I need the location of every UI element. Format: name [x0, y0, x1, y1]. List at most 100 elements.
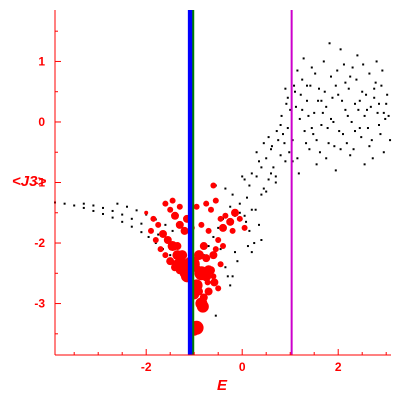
data-point	[210, 278, 219, 287]
data-point	[363, 163, 366, 166]
data-point	[154, 242, 157, 245]
data-point	[368, 145, 371, 148]
data-point	[286, 127, 289, 130]
data-point	[284, 160, 287, 163]
data-point	[229, 205, 232, 208]
data-point	[254, 208, 257, 211]
data-point	[342, 133, 344, 136]
data-point	[140, 222, 143, 225]
data-point	[382, 111, 385, 114]
data-point	[303, 130, 306, 133]
data-point	[337, 93, 340, 96]
data-point	[370, 139, 373, 142]
tick-labels: -2 0 2 1 0 -1 -2 -3	[34, 54, 342, 374]
data-point	[246, 245, 249, 248]
data-point	[204, 287, 213, 296]
data-point	[250, 208, 253, 211]
y-tick-label: 0	[38, 115, 45, 129]
data-point	[307, 114, 310, 117]
data-point	[63, 202, 66, 205]
x-tick-label: 0	[239, 360, 246, 374]
data-point	[219, 223, 227, 232]
data-point	[381, 69, 384, 72]
data-point	[325, 157, 328, 160]
data-point	[360, 136, 363, 139]
data-point	[297, 172, 300, 175]
data-point	[173, 242, 182, 251]
data-point	[236, 215, 243, 222]
vertical-lines	[187, 10, 293, 355]
data-point	[328, 42, 331, 45]
data-point	[373, 87, 376, 90]
data-point	[350, 120, 353, 123]
data-point	[217, 215, 224, 222]
data-point	[344, 81, 347, 84]
black-dot-series	[54, 42, 392, 317]
data-point	[308, 148, 311, 151]
data-point	[379, 133, 382, 136]
data-point	[296, 69, 299, 72]
data-point	[212, 235, 215, 238]
data-point	[299, 93, 302, 96]
data-point	[258, 160, 260, 163]
data-point	[326, 127, 329, 130]
data-point	[253, 242, 256, 245]
data-point	[102, 212, 104, 215]
data-point	[310, 66, 313, 69]
data-point	[176, 203, 183, 210]
data-point	[210, 273, 217, 280]
data-point	[164, 223, 167, 226]
data-point	[347, 87, 350, 90]
data-point	[355, 78, 358, 81]
x-axis-label: E	[217, 377, 228, 394]
data-point	[198, 221, 205, 228]
data-point	[332, 120, 335, 123]
data-point	[175, 220, 184, 229]
y-axis-label: <J3>	[12, 173, 46, 190]
data-point	[280, 114, 283, 117]
data-point	[330, 117, 332, 120]
data-point	[262, 142, 265, 145]
data-point	[374, 81, 377, 84]
data-point	[346, 114, 349, 117]
data-point	[126, 205, 128, 208]
data-point	[339, 148, 342, 151]
data-point	[248, 229, 251, 232]
data-point	[279, 154, 282, 157]
data-point	[162, 200, 169, 207]
data-point	[349, 154, 352, 157]
data-point	[327, 142, 330, 145]
data-point	[389, 139, 392, 142]
data-point	[157, 246, 164, 253]
data-point	[298, 117, 301, 120]
data-point	[243, 178, 246, 181]
data-point	[260, 239, 263, 241]
data-point	[209, 251, 218, 260]
y-tick-label: -2	[34, 236, 45, 250]
data-point	[313, 111, 316, 114]
data-point	[286, 96, 289, 99]
data-point	[212, 197, 219, 204]
data-point	[207, 266, 215, 275]
data-point	[167, 206, 174, 213]
axes	[54, 10, 391, 356]
data-point	[373, 96, 376, 99]
x-tick-label: -2	[141, 360, 152, 374]
data-point	[212, 246, 219, 253]
data-point	[341, 99, 344, 102]
data-point	[150, 215, 157, 222]
data-point	[260, 193, 263, 196]
data-point	[140, 231, 143, 234]
data-point	[111, 209, 114, 212]
data-point	[208, 206, 214, 213]
data-point	[302, 57, 305, 60]
data-point	[265, 157, 268, 160]
data-point	[92, 209, 95, 212]
data-point	[345, 142, 348, 145]
data-point	[387, 114, 390, 117]
data-point	[73, 204, 76, 207]
data-point	[284, 87, 287, 90]
data-point	[288, 151, 291, 154]
data-point	[378, 102, 380, 105]
data-point	[305, 142, 308, 145]
